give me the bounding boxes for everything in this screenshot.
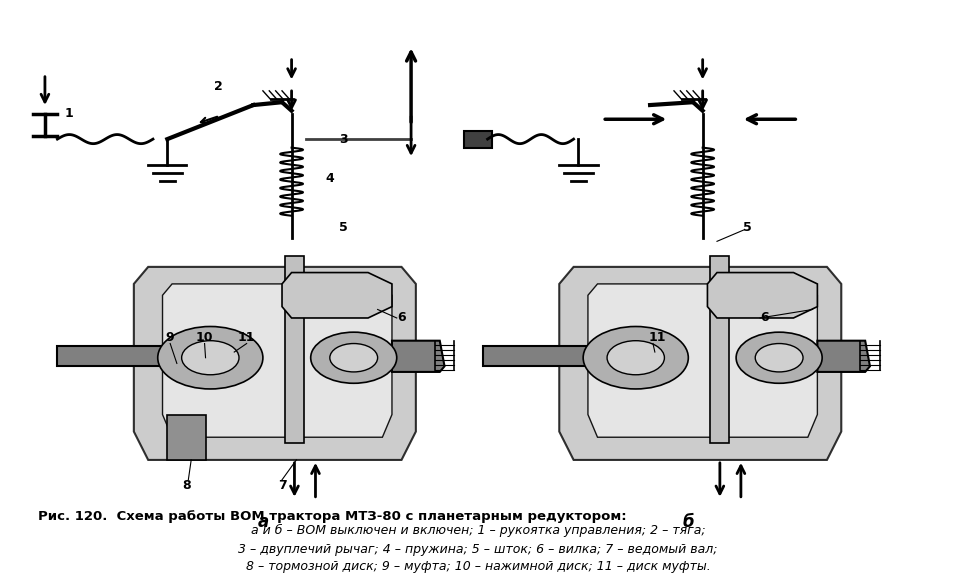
Polygon shape [710,256,729,443]
Text: 4: 4 [325,172,334,185]
Polygon shape [707,273,817,318]
Text: 1: 1 [65,107,74,120]
Text: а и б – ВОМ выключен и включен; 1 – рукоятка управления; 2 – тяга;: а и б – ВОМ выключен и включен; 1 – руко… [250,524,706,537]
Polygon shape [285,256,304,443]
Text: 9: 9 [165,331,175,344]
Text: 11: 11 [238,331,255,344]
Text: 10: 10 [196,331,213,344]
Circle shape [182,341,239,375]
Polygon shape [134,267,416,460]
Text: а: а [257,513,269,531]
Text: 11: 11 [649,331,666,344]
Polygon shape [588,284,817,437]
Text: 3 – двуплечий рычаг; 4 – пружина; 5 – шток; 6 – вилка; 7 – ведомый вал;: 3 – двуплечий рычаг; 4 – пружина; 5 – шт… [238,543,718,556]
Text: 6: 6 [760,312,770,324]
Text: 2: 2 [213,80,223,93]
Circle shape [330,344,378,372]
Polygon shape [483,346,588,366]
Text: б: б [683,513,694,531]
Polygon shape [282,273,392,318]
Text: 8 – тормозной диск; 9 – муфта; 10 – нажимной диск; 11 – диск муфты.: 8 – тормозной диск; 9 – муфта; 10 – нажи… [246,560,710,572]
Circle shape [583,327,688,389]
Circle shape [755,344,803,372]
Polygon shape [817,341,870,372]
Circle shape [311,332,397,383]
Text: 7: 7 [277,479,287,492]
Circle shape [607,341,664,375]
Circle shape [158,327,263,389]
Text: 6: 6 [397,312,406,324]
Text: 5: 5 [339,221,348,234]
Text: 5: 5 [743,221,752,234]
Bar [464,131,492,148]
Polygon shape [163,284,392,437]
Polygon shape [392,341,445,372]
Text: 8: 8 [182,479,191,492]
Polygon shape [57,346,163,366]
Circle shape [736,332,822,383]
Polygon shape [559,267,841,460]
Text: 3: 3 [339,132,348,146]
Text: Рис. 120.  Схема работы ВОМ трактора МТЗ-80 с планетарным редуктором:: Рис. 120. Схема работы ВОМ трактора МТЗ-… [38,510,627,523]
Bar [167,414,206,460]
